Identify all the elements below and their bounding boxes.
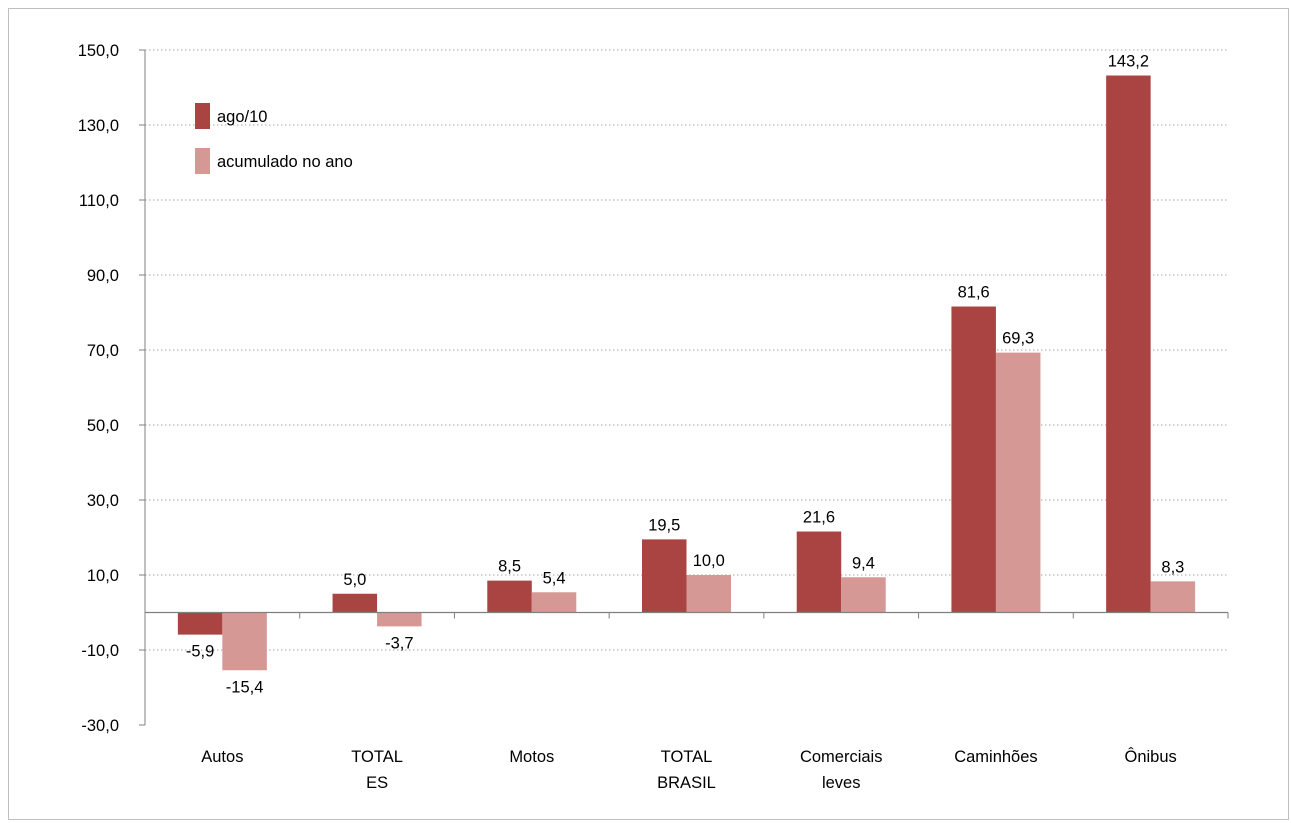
x-axis-label: Motos [509, 748, 554, 766]
bar [487, 580, 532, 613]
legend-label: ago/10 [217, 108, 267, 126]
data-label: 8,5 [498, 558, 521, 576]
data-label: -5,9 [186, 643, 214, 661]
data-label: 69,3 [1002, 330, 1034, 348]
x-axis-label: BRASIL [657, 774, 716, 792]
bar [531, 592, 577, 613]
y-tick-label: 50,0 [87, 417, 119, 435]
data-label: 5,0 [343, 571, 366, 589]
legend-swatch [195, 103, 210, 129]
y-tick-label: 110,0 [79, 192, 119, 210]
y-tick-label: 70,0 [87, 342, 119, 360]
axes [144, 50, 1229, 725]
x-axis-label: TOTAL [351, 748, 403, 766]
bars [177, 75, 1196, 671]
data-label: 8,3 [1161, 558, 1184, 576]
legend-label: acumulado no ano [217, 153, 353, 171]
y-tick-label: 130,0 [78, 117, 119, 135]
bar [332, 593, 378, 613]
data-labels: -5,9 5,0 8,5 19,5 21,6 81,6 143,2 -15,4 -3,7 5,4 1… [186, 53, 1184, 697]
chart-frame [8, 8, 1289, 820]
x-axis-label: TOTAL [661, 748, 713, 766]
data-label: -3,7 [385, 634, 413, 652]
legend: ago/10 acumulado no ano [195, 103, 353, 174]
data-label: 21,6 [803, 509, 835, 527]
bar [796, 531, 842, 613]
bar [686, 575, 731, 613]
x-axis-label: Comerciais [800, 748, 883, 766]
data-label: 81,6 [958, 284, 990, 302]
legend-swatch [195, 148, 210, 174]
data-label: -15,4 [226, 678, 264, 696]
data-label: 9,4 [852, 554, 875, 572]
data-label: 19,5 [648, 516, 680, 534]
y-tick-label: 90,0 [87, 267, 119, 285]
data-label: 5,4 [543, 569, 566, 587]
y-tick-label: 10,0 [87, 567, 119, 585]
bar [1150, 581, 1196, 613]
y-tick-label: -10,0 [81, 642, 119, 660]
data-label: 143,2 [1108, 53, 1149, 71]
y-tick-label: 30,0 [87, 492, 119, 510]
y-tick-label: 150,0 [78, 42, 119, 60]
bar [222, 612, 267, 671]
x-axis-label: leves [822, 774, 861, 792]
x-axis-label: Ônibus [1125, 747, 1177, 766]
x-axis-label: Autos [201, 748, 243, 766]
bar [1106, 75, 1151, 613]
x-axis-labels: Autos TOTAL ES Motos TOTAL BRASIL Comerciais le… [201, 747, 1177, 792]
x-axis-label: ES [366, 774, 388, 792]
bar [642, 539, 687, 613]
y-axis-ticks: -30,0 -10,0 10,0 30,0 50,0 70,0 90,0 110,0 130,0… [78, 42, 145, 735]
x-axis-label: Caminhões [954, 748, 1037, 766]
data-label: 10,0 [693, 552, 725, 570]
bar [177, 612, 223, 635]
bar [951, 306, 996, 613]
y-tick-label: -30,0 [81, 717, 119, 735]
bar [377, 612, 422, 627]
bar [995, 352, 1041, 613]
bar [841, 577, 886, 613]
